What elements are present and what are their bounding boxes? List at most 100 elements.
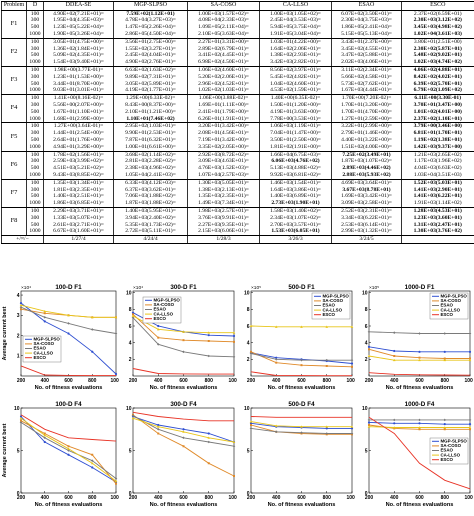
series-point bbox=[132, 313, 134, 316]
y-tick-label: 10 bbox=[126, 290, 132, 296]
table-row: 1000 1.90E+05(3.26E+04)= 2.86E+05(4.50E+04… bbox=[2, 30, 474, 39]
series-point bbox=[157, 423, 160, 427]
y-tick-label: 8 bbox=[129, 307, 132, 313]
value-cell: 2.95E+02(1.03E+01)= bbox=[113, 122, 188, 131]
chart-title: 100-D F1 bbox=[55, 284, 82, 291]
y-tick-label: 0 bbox=[365, 491, 368, 497]
plot-area bbox=[250, 407, 353, 494]
value-cell: 1.06E+03(1.19E+01)= bbox=[259, 122, 332, 131]
value-cell: 2.72E+03(5.11E+01)= bbox=[113, 228, 188, 237]
series-point bbox=[418, 418, 421, 422]
value-cell: 5.56E+00(2.07E+00)= bbox=[43, 101, 114, 109]
x-tick-label: 800 bbox=[323, 495, 332, 501]
value-cell: 5.13E+03(4.88E+02)= bbox=[259, 165, 332, 172]
y-tick-label: 8 bbox=[365, 307, 368, 313]
value-cell: 6.11E+00(3.30E-01) bbox=[401, 94, 474, 102]
value-cell: 1.86E+03(6.85E+01)= bbox=[43, 200, 114, 208]
value-cell: 1.30E+03(3.76E+02) bbox=[401, 228, 474, 237]
series-point bbox=[418, 332, 421, 335]
series-point bbox=[43, 440, 46, 444]
x-tick-label: 1000 bbox=[110, 378, 119, 384]
y-tick-label: 2 bbox=[129, 357, 132, 363]
series-point bbox=[19, 416, 23, 420]
value-cell: 1.44E+01(2.54E+00)= bbox=[43, 130, 114, 137]
y-multiplier: ×10⁴ bbox=[133, 285, 143, 291]
value-cell: 3.34E+03(6.22E+01)= bbox=[331, 214, 402, 222]
value-cell: 2.37E+02(6.59E+01) bbox=[401, 10, 474, 18]
value-cell: 1.50E+01(1.20E+00)= bbox=[259, 101, 332, 109]
value-cell: 1.66E+04(6.75E+03)= bbox=[259, 151, 332, 159]
value-cell: 1.30E+03(5.05E+01)= bbox=[187, 179, 260, 187]
value-cell: 1.67E+01(1.10E+01)= bbox=[43, 108, 114, 116]
series-point bbox=[300, 325, 303, 328]
table-row: F8 100 2.29E+03(3.71E+01)= 1.40E+03(5.95E+0… bbox=[1, 207, 474, 237]
value-cell: 2.73E+03(1.90E+01) bbox=[259, 200, 332, 208]
value-cell: 1.98E+03(2.57E+01)= bbox=[187, 207, 260, 215]
summary-cell: 1/27/4 bbox=[43, 235, 114, 244]
legend-label: SA-COSO bbox=[323, 298, 344, 303]
x-axis-label: No. of fitness evaluations bbox=[386, 385, 454, 391]
y-tick-label: 1 bbox=[17, 354, 20, 360]
series-point bbox=[207, 436, 211, 439]
series-point bbox=[43, 312, 46, 315]
value-cell: 4.51E+03(5.21E+02)= bbox=[43, 165, 114, 172]
value-cell: 7.87E+01(6.32E+01)= bbox=[113, 136, 188, 144]
legend-label: MGP-SLPSO bbox=[154, 298, 181, 303]
x-tick-label: 200 bbox=[17, 378, 26, 384]
series-point bbox=[468, 423, 472, 426]
table-row: F6 100 1.78E+02(1.56E+01)= 3.68E+02(1.14E+0… bbox=[1, 151, 474, 180]
series-point bbox=[350, 325, 354, 328]
value-cell: 3.35E+02(2.05E+00)= bbox=[187, 143, 260, 152]
value-cell: 3.45E+03(4.98E+02) bbox=[401, 24, 474, 31]
series-point bbox=[325, 427, 328, 430]
series-point bbox=[233, 340, 235, 343]
value-cell: 4.04E+03(6.63E+02) bbox=[401, 165, 474, 172]
x-tick-label: 200 bbox=[247, 495, 256, 501]
value-cell: 1.23E+05(5.22E+04)= bbox=[43, 24, 114, 31]
value-cell: 2.89E+02(6.79E+01)= bbox=[187, 45, 260, 53]
dimension-cell: 100 bbox=[26, 207, 44, 215]
value-cell: 3.41E+02(4.45E+01)= bbox=[187, 52, 260, 60]
series-point bbox=[325, 425, 329, 428]
series-point bbox=[131, 414, 135, 417]
chart-title: 300-D F4 bbox=[170, 401, 197, 408]
value-cell: 2.45E+04(3.53E+03)= bbox=[259, 17, 332, 25]
series-point bbox=[351, 365, 353, 368]
value-cell: 1.00E+01(6.61E+00)= bbox=[113, 143, 188, 152]
column-header: SA-COSO bbox=[187, 1, 260, 11]
value-cell: 5.35E+03(1.73E+02)= bbox=[113, 221, 188, 229]
value-cell: 1.81E+02(1.91E+00)= bbox=[259, 143, 332, 152]
value-cell: 9.43E+03(8.85E+02)= bbox=[43, 171, 114, 180]
convergence-chart: 300-D F1 ×10⁴ 200 400 600 800 1000 2 4 6 8 10 No. of… bbox=[119, 281, 237, 396]
value-cell: 2.08E+01(4.56E+01)= bbox=[187, 130, 260, 137]
value-cell: 1.02E+03(4.74E+02) bbox=[401, 59, 474, 67]
series-point bbox=[182, 445, 185, 448]
series-point bbox=[182, 428, 185, 431]
value-cell: 1.35E+03(1.34E+01)= bbox=[43, 179, 114, 187]
table-row: 1000 9.43E+03(8.85E+02)= 1.05E+04(2.41E+03… bbox=[2, 171, 474, 180]
series-point bbox=[207, 340, 210, 342]
series-point bbox=[443, 428, 446, 431]
problem-cell: F8 bbox=[1, 207, 27, 237]
value-cell: 3.09E+03(4.63E+01)= bbox=[187, 158, 260, 166]
y-tick-label: 10 bbox=[14, 406, 20, 412]
series-point bbox=[90, 316, 94, 319]
value-cell: 9.89E+02(7.31E+01)= bbox=[113, 73, 188, 81]
value-cell: 3.20E+01(3.42E+00)= bbox=[187, 122, 260, 131]
series-point bbox=[249, 324, 253, 327]
convergence-chart: 100-D F4 200 400 600 800 1000 0 5 10 No. of fitne… bbox=[1, 398, 119, 513]
table-row: F7 100 1.35E+03(1.34E+01)= 6.33E+03(4.12E+0… bbox=[1, 179, 474, 208]
value-cell: 6.67E+03(1.60E+01)= bbox=[43, 228, 114, 237]
value-cell: 1.91E+05(3.04E+04)= bbox=[259, 30, 332, 39]
value-cell: 1.07E+04(2.57E+03)= bbox=[187, 171, 260, 180]
summary-cell: 3/26/3 bbox=[259, 235, 332, 244]
value-cell: 3.76E+03(9.91E+01)= bbox=[187, 214, 260, 222]
chart-title: 1000-D F1 bbox=[405, 284, 435, 291]
table-row: 500 2.61E+03(2.71E+01)= 5.35E+03(1.73E+02)… bbox=[2, 221, 474, 229]
series-point bbox=[20, 308, 22, 311]
series-point bbox=[274, 325, 278, 328]
chart-title: 1000-D F4 bbox=[405, 401, 435, 408]
series-point bbox=[131, 416, 135, 420]
series-point bbox=[468, 426, 472, 429]
